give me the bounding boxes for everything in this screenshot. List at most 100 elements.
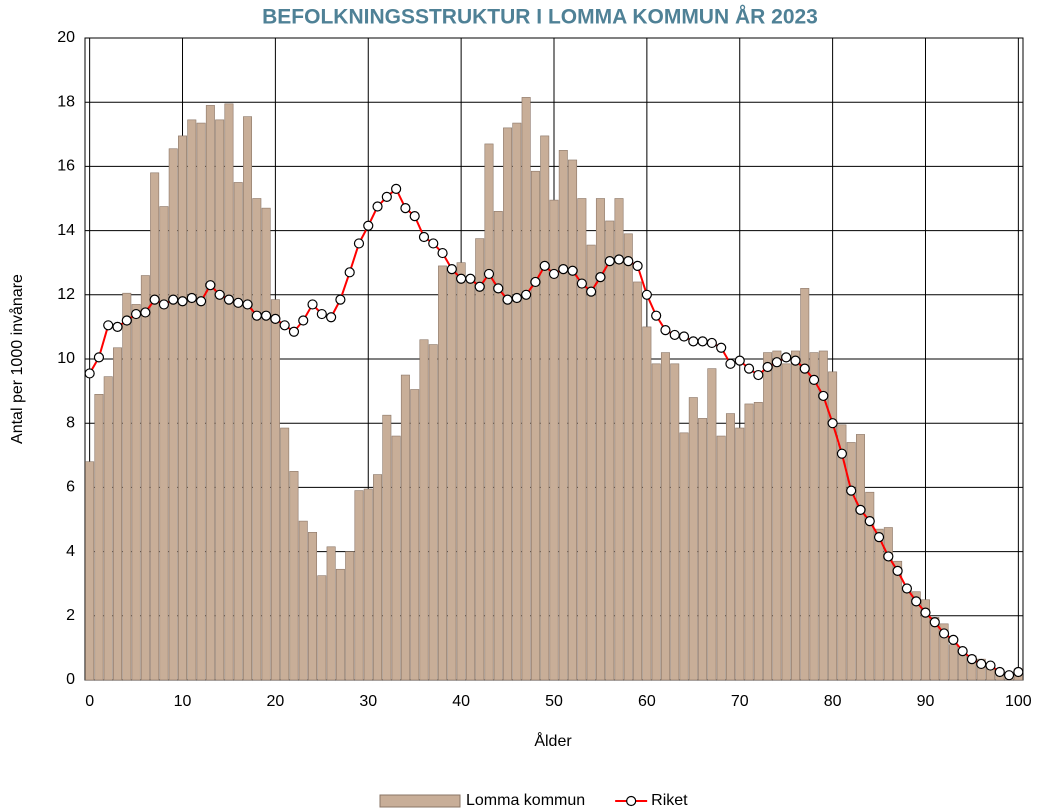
y-tick-label: 16	[57, 158, 75, 175]
line-marker	[753, 369, 764, 381]
line-marker	[994, 666, 1005, 678]
x-tick-label: 100	[1005, 693, 1032, 710]
bar	[354, 490, 364, 681]
line-marker	[195, 296, 207, 307]
line-marker	[734, 355, 745, 366]
line-marker	[465, 273, 476, 284]
line-marker	[103, 320, 114, 331]
bar	[308, 532, 318, 681]
line-marker	[985, 660, 996, 671]
x-tick-label: 70	[731, 693, 749, 710]
bar	[642, 326, 652, 681]
y-tick-label: 6	[66, 479, 75, 496]
bar	[874, 528, 884, 681]
line-marker	[242, 299, 253, 310]
bar	[400, 374, 410, 681]
bar	[252, 198, 262, 681]
line-marker	[586, 286, 597, 297]
x-tick-label: 40	[452, 693, 470, 710]
y-tick-label: 18	[57, 93, 75, 110]
bar	[113, 347, 122, 681]
line-marker	[372, 201, 383, 212]
bar	[614, 198, 624, 681]
line-marker	[604, 255, 615, 267]
x-tick-label: 30	[359, 693, 377, 710]
chart-title: BEFOLKNINGSSTRUKTUR I LOMMA KOMMUN ÅR 20…	[262, 5, 818, 29]
line-marker	[799, 363, 810, 374]
line-marker	[567, 265, 578, 276]
x-tick-label: 60	[638, 693, 656, 710]
line-marker	[957, 646, 968, 657]
line-marker	[576, 278, 587, 289]
bar	[893, 560, 903, 681]
bar	[428, 344, 438, 681]
line-marker	[911, 596, 922, 607]
bar	[493, 211, 503, 681]
bar	[465, 278, 475, 681]
bar	[140, 275, 150, 681]
bar	[660, 352, 670, 681]
bar	[298, 520, 308, 681]
line-marker	[706, 337, 717, 349]
line-marker	[521, 289, 532, 300]
bar	[698, 418, 708, 681]
bar	[725, 413, 735, 681]
bar	[150, 172, 160, 681]
bar	[484, 143, 494, 681]
bar	[94, 394, 104, 681]
y-tick-label: 4	[66, 543, 75, 560]
line-marker	[966, 654, 978, 665]
line-marker	[483, 268, 495, 280]
bar	[261, 207, 271, 681]
line-marker	[93, 352, 105, 363]
x-tick-label: 80	[824, 693, 842, 710]
bar	[735, 427, 745, 681]
bar	[122, 292, 132, 681]
line-marker	[901, 583, 913, 594]
bar	[828, 371, 838, 681]
line-marker	[353, 238, 365, 249]
bar	[670, 363, 680, 681]
line-marker	[205, 280, 216, 291]
line-marker	[511, 292, 522, 304]
bar	[530, 170, 540, 681]
bar	[289, 471, 299, 681]
line-marker	[260, 310, 272, 321]
bar	[224, 103, 234, 681]
bar	[549, 199, 559, 681]
bar	[521, 97, 531, 681]
y-tick-label: 20	[57, 29, 75, 46]
line-marker	[409, 211, 420, 222]
line-marker	[836, 448, 848, 459]
bar	[335, 568, 345, 681]
line-marker	[270, 313, 281, 324]
bar	[800, 288, 810, 681]
line-marker	[326, 312, 337, 323]
bar	[939, 623, 949, 681]
line-marker	[186, 292, 197, 304]
bar	[103, 376, 113, 681]
bar	[818, 350, 828, 681]
y-tick-label: 14	[57, 222, 75, 239]
bar	[809, 352, 819, 681]
bar	[178, 135, 187, 681]
line-marker	[502, 294, 513, 305]
line-marker	[140, 307, 151, 318]
line-marker	[762, 361, 773, 373]
line-marker	[892, 565, 903, 576]
line-marker	[214, 289, 225, 300]
line-marker	[595, 272, 606, 283]
line-marker	[623, 255, 634, 267]
line-marker	[883, 551, 894, 562]
bar	[503, 127, 513, 681]
line-marker	[233, 297, 244, 308]
legend-label: Lomma kommun	[466, 792, 585, 809]
bar	[772, 350, 782, 681]
bar	[168, 148, 178, 681]
bar	[187, 119, 197, 681]
line-marker	[84, 368, 95, 379]
line-marker	[846, 485, 857, 496]
legend-marker	[626, 795, 637, 807]
bar	[707, 368, 717, 681]
